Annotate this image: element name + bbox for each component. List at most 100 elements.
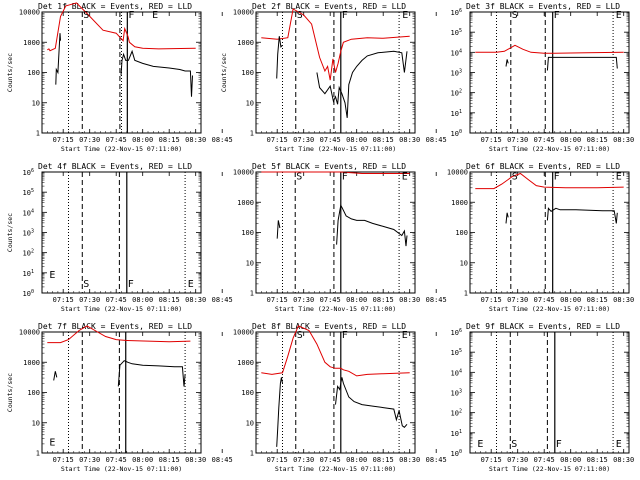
marker-letter: F (342, 330, 348, 341)
x-tick-label: 08:30 (399, 136, 420, 144)
x-tick-label: 07:30 (79, 136, 100, 144)
x-tick-label: 07:15 (53, 296, 74, 304)
marker-letter: S (83, 10, 89, 21)
y-tick-exponent: 6 (459, 8, 462, 14)
panel-title: Det 2f BLACK = Events, RED = LLD (252, 2, 406, 11)
y-tick-exponent: 4 (459, 368, 462, 374)
panel-7: Det 7f BLACK = Events, RED = LLD 07:15 07:… (6, 322, 233, 473)
series-lld (47, 325, 191, 344)
series-lld (261, 325, 410, 377)
y-tick-label: 1 (36, 130, 40, 138)
y-tick-label: 10 (32, 99, 40, 107)
y-tick-label: 104 (451, 368, 462, 377)
y-tick-exponent: 5 (31, 188, 34, 194)
x-tick-label: 07:30 (79, 296, 100, 304)
y-tick-exponent: 6 (31, 168, 34, 174)
x-tick-label: 08:00 (560, 456, 581, 464)
y-tick-label: 1 (250, 450, 254, 458)
y-tick-label: 105 (451, 348, 462, 357)
x-tick-label: 07:30 (293, 136, 314, 144)
x-tick-label: 08:00 (132, 296, 153, 304)
x-axis-label: Start Time (22-Nov-15 07:11:00) (275, 465, 396, 473)
y-tick-exponent: 6 (459, 328, 462, 334)
y-tick-label: 104 (23, 208, 34, 217)
x-axis-label: Start Time (22-Nov-15 07:11:00) (61, 305, 182, 313)
y-tick-exponent: 5 (459, 348, 462, 354)
panel-title: Det 3f BLACK = Events, RED = LLD (466, 2, 620, 11)
y-tick-exponent: 2 (31, 249, 34, 255)
series-events (120, 49, 193, 97)
panel-8: Det 8f BLACK = Events, RED = LLD 07:15 07:… (233, 322, 447, 473)
x-tick-label: 08:30 (613, 296, 634, 304)
x-tick-label: 07:30 (293, 456, 314, 464)
marker-letter: E (477, 439, 483, 450)
y-tick-exponent: 4 (31, 208, 34, 214)
marker-letter: E (402, 10, 408, 21)
y-tick-label: 10 (246, 259, 254, 267)
y-tick-label: 10000 (233, 169, 254, 177)
series-events (316, 50, 408, 118)
series-events (335, 377, 408, 428)
x-tick-label: 07:30 (507, 136, 528, 144)
x-tick-label: 07:15 (53, 456, 74, 464)
panel-9: Det 9f BLACK = Events, RED = LLD 07:15 07:… (451, 322, 640, 473)
y-tick-label: 100 (27, 389, 40, 397)
x-tick-label: 08:00 (132, 136, 153, 144)
y-tick-label: 103 (451, 69, 462, 78)
x-tick-label: 08:15 (587, 136, 608, 144)
x-tick-label: 07:45 (106, 296, 127, 304)
x-tick-label: 07:45 (106, 136, 127, 144)
marker-letter: E (402, 172, 408, 183)
marker-letter: F (554, 172, 560, 183)
y-tick-label: 10 (246, 419, 254, 427)
x-tick-label: 08:30 (613, 456, 634, 464)
series-events (336, 203, 408, 247)
series-events (55, 33, 61, 85)
y-tick-exponent: 1 (459, 109, 462, 115)
y-tick-label: 103 (451, 389, 462, 398)
panel-title: Det 9f BLACK = Events, RED = LLD (466, 322, 620, 331)
x-tick-label: 07:15 (267, 136, 288, 144)
x-tick-label: 08:45 (212, 136, 233, 144)
y-tick-label: 10 (32, 419, 40, 427)
series-events (53, 371, 58, 381)
y-tick-label: 1000 (23, 39, 40, 47)
panel-title: Det 6f BLACK = Events, RED = LLD (466, 162, 620, 171)
panel-3: Det 3f BLACK = Events, RED = LLD 07:15 07:… (451, 2, 640, 153)
x-tick-label: 08:15 (159, 296, 180, 304)
x-axis-label: Start Time (22-Nov-15 07:11:00) (275, 305, 396, 313)
y-tick-label: 106 (23, 168, 34, 177)
marker-letter: E (402, 330, 408, 341)
x-tick-label: 08:00 (346, 456, 367, 464)
x-tick-label: 08:15 (587, 456, 608, 464)
marker-letter: S (512, 10, 518, 21)
plot-frame (41, 171, 202, 294)
y-tick-label: 103 (23, 229, 34, 238)
y-tick-label: 101 (451, 429, 462, 438)
panel-1: Det 1f BLACK = Events, RED = LLD 07:15 07:… (6, 2, 233, 153)
series-events (276, 377, 283, 447)
marker-letter: S (297, 330, 303, 341)
x-tick-label: 08:00 (346, 296, 367, 304)
y-tick-exponent: 2 (459, 409, 462, 415)
y-tick-exponent: 1 (31, 269, 34, 275)
y-tick-label: 102 (451, 409, 462, 418)
marker-letter: F (342, 10, 348, 21)
y-tick-label: 10000 (19, 329, 40, 337)
y-tick-label: 1 (36, 450, 40, 458)
y-tick-label: 105 (23, 188, 34, 197)
series-lld (261, 8, 410, 81)
series-events (276, 220, 281, 239)
x-tick-label: 08:45 (212, 456, 233, 464)
y-tick-label: 1 (250, 130, 254, 138)
x-tick-label: 07:45 (534, 296, 555, 304)
y-tick-label: 102 (23, 249, 34, 258)
series-events (546, 207, 618, 224)
x-tick-label: 08:45 (426, 136, 447, 144)
marker-letter: S (296, 172, 302, 183)
y-tick-label: 100 (451, 129, 462, 138)
marker-letter: E (49, 270, 55, 281)
plot-frame (469, 171, 630, 294)
x-tick-label: 08:45 (212, 296, 233, 304)
